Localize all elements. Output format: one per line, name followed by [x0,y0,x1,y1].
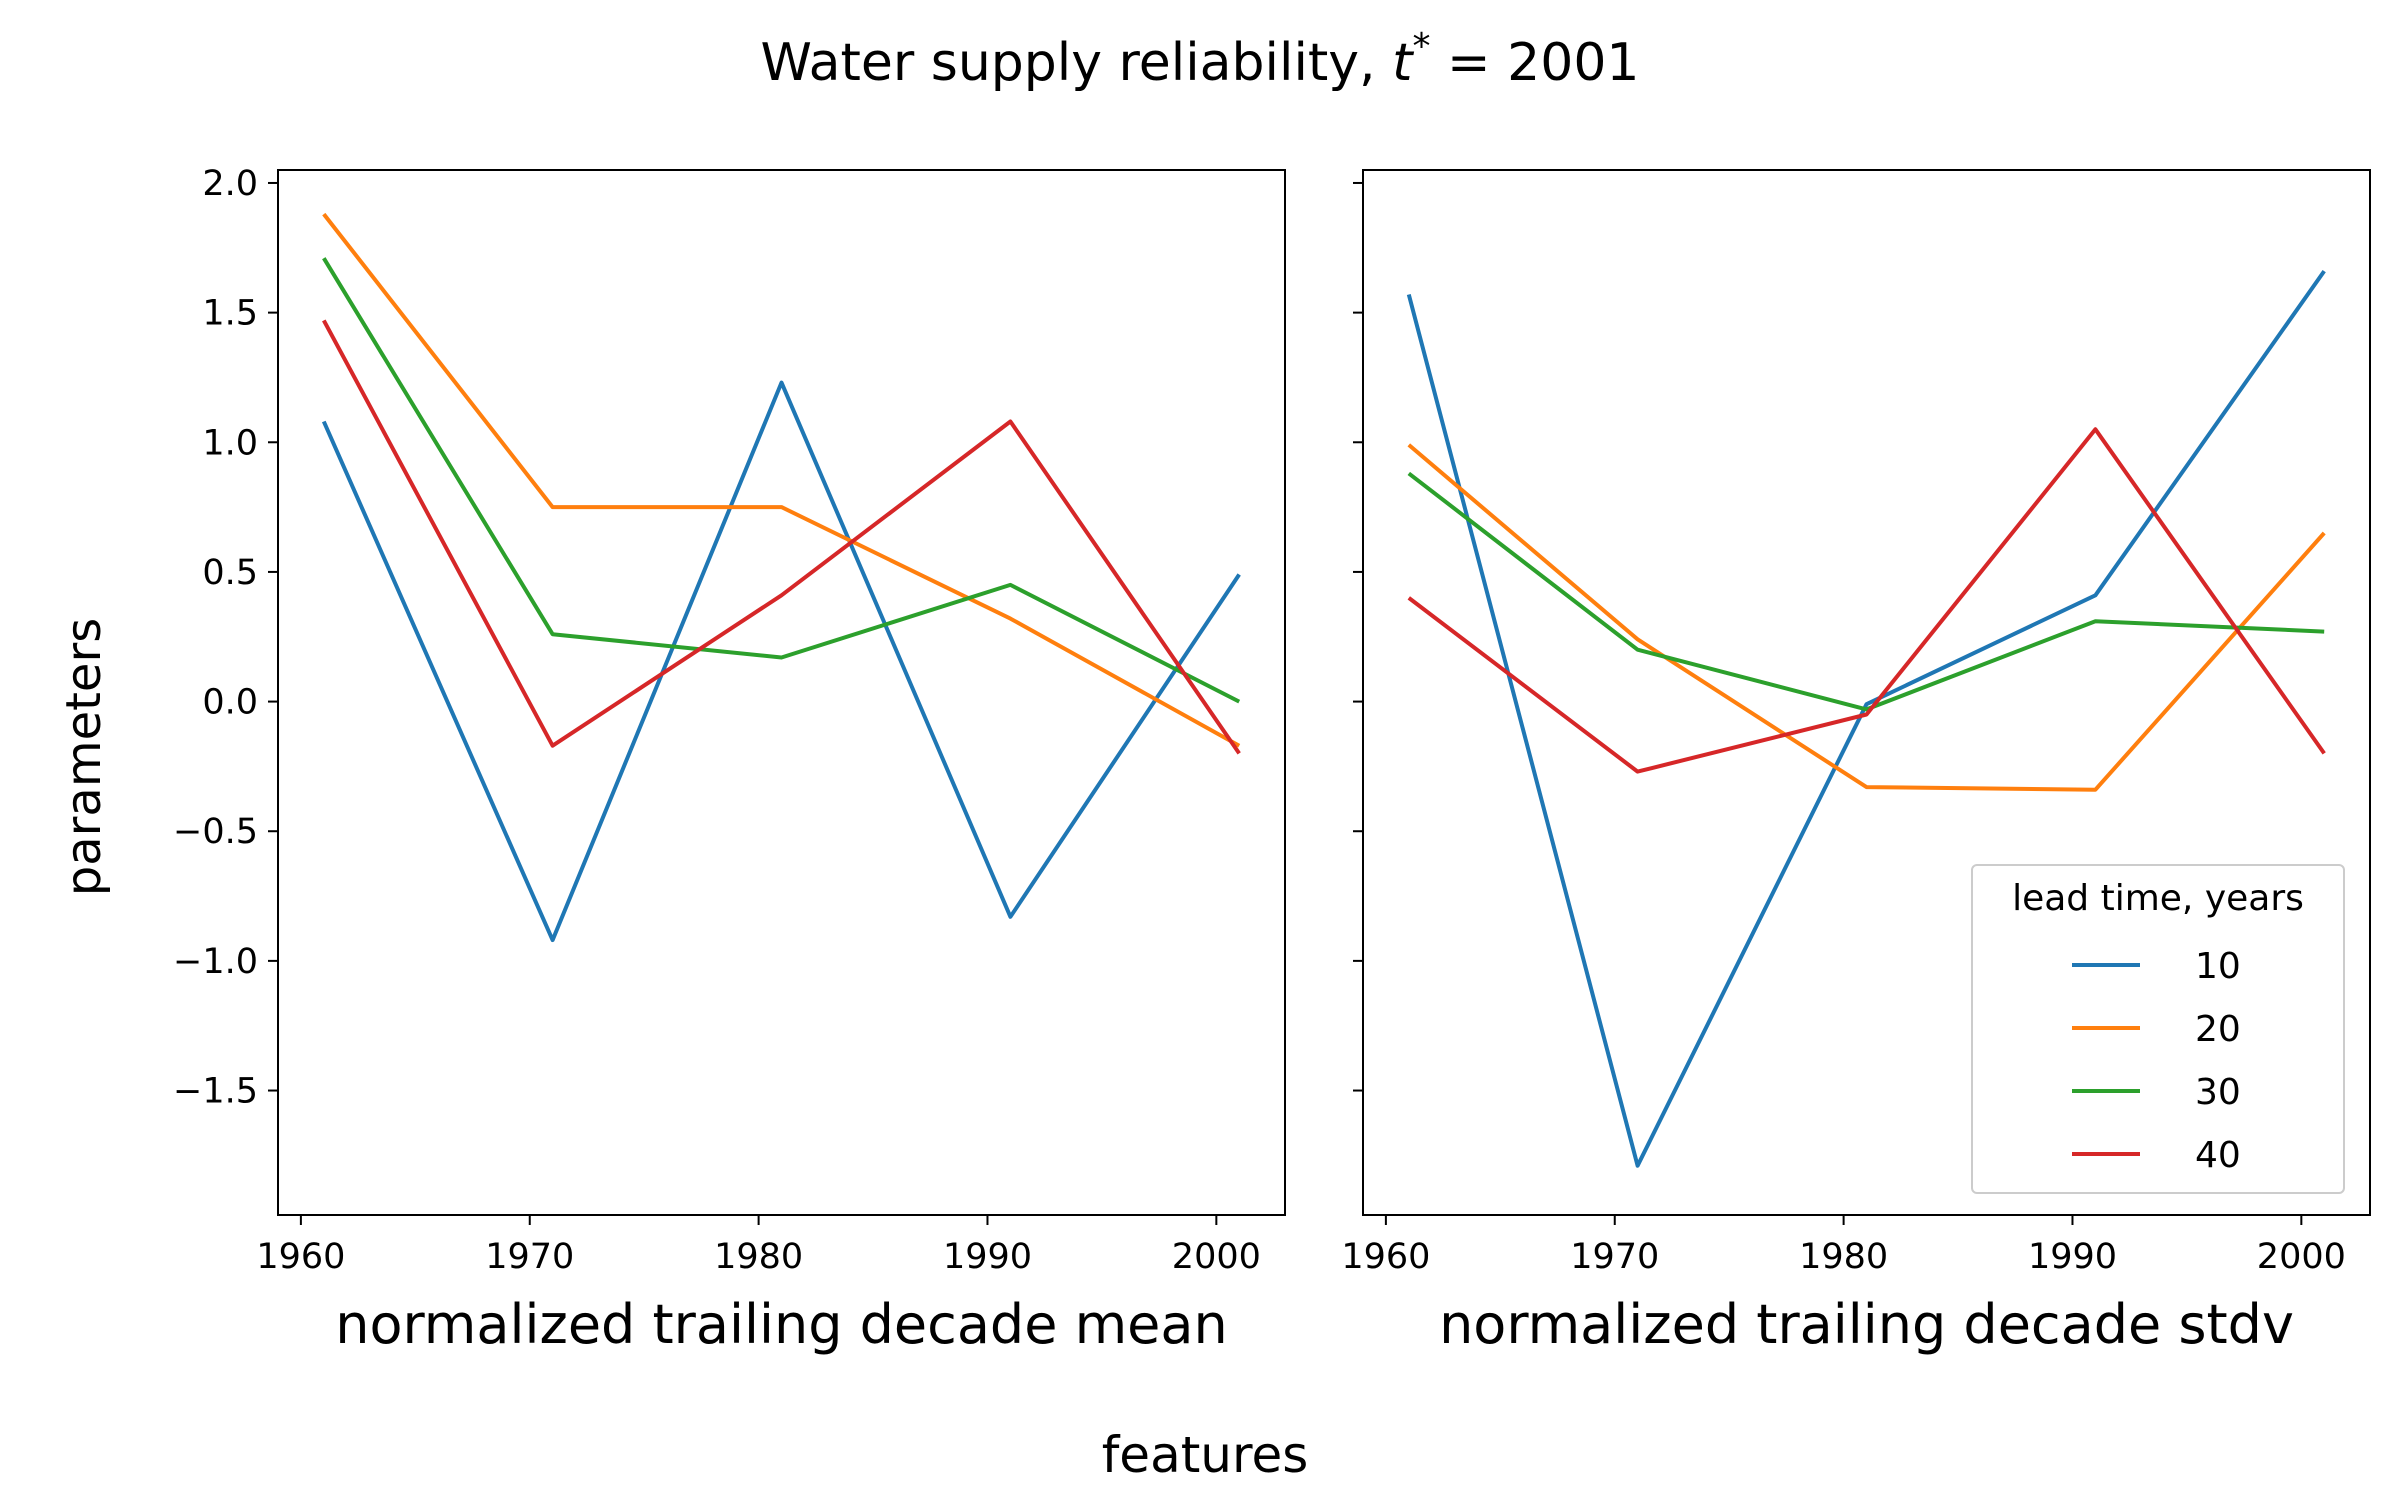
x-tick-label: 1960 [1341,1237,1430,1277]
legend-label-30: 30 [2195,1072,2241,1113]
series-line-30 [322,257,1241,704]
panel-mean: −1.5 −1.0 −0.5 0.0 0.5 1.0 1.5 2.0 1960 1970 1980 1… [173,164,1286,1356]
panel-stdv: 1960 1970 1980 1990 2000 normalized trailing … [1341,169,2371,1356]
x-tick-label: 2000 [2257,1237,2346,1277]
x-tick-label: 1990 [2028,1237,2117,1277]
series-line-40 [1407,427,2326,774]
legend-label-10: 10 [2195,946,2241,987]
features-label: features [1102,1426,1309,1484]
axes-frame [1362,169,2371,1216]
y-axis-label: parameters [56,618,112,896]
y-tick-label: −1.5 [173,1072,258,1112]
axes-frame [277,169,1286,1216]
series-line-10 [321,380,1241,943]
series-line-20 [1407,443,2326,792]
chart-title-suffix: = 2001 [1431,33,1640,93]
y-tick-label: −1.0 [173,942,258,982]
y-tick-label: 1.5 [202,294,258,334]
y-tick-label: 1.0 [202,423,258,463]
y-tick-label: 2.0 [202,164,258,204]
legend-label-40: 40 [2195,1135,2241,1176]
x-tick-label: 1960 [256,1237,345,1277]
series-line-40 [322,319,1241,755]
series-line-30 [1407,471,2325,712]
series-line-20 [322,212,1241,748]
legend-label-20: 20 [2195,1009,2241,1050]
x-tick-label: 1980 [714,1237,803,1277]
y-tick-label: 0.0 [202,683,258,723]
x-tick-label: 1990 [943,1237,1032,1277]
legend-box [1971,864,2345,1194]
chart-title-var: t [1392,33,1414,93]
x-tick-label: 1970 [1570,1237,1659,1277]
y-tick-label: 0.5 [202,553,258,593]
y-tick-label: −0.5 [173,812,258,852]
x-tick-label: 2000 [1172,1237,1261,1277]
legend-title: lead time, years [2012,878,2304,919]
series-line-10 [1406,269,2326,1168]
x-tick-label: 1980 [1799,1237,1888,1277]
x-tick-label: 1970 [485,1237,574,1277]
legend: lead time, years 10 20 30 40 [1971,864,2345,1194]
x-axis-label: normalized trailing decade stdv [1439,1293,2294,1356]
chart-title-sup: * [1413,26,1431,67]
chart-title-prefix: Water supply reliability, [761,33,1393,93]
chart-title: Water supply reliability, t* = 2001 [761,26,1640,93]
x-axis-label: normalized trailing decade mean [335,1293,1227,1356]
